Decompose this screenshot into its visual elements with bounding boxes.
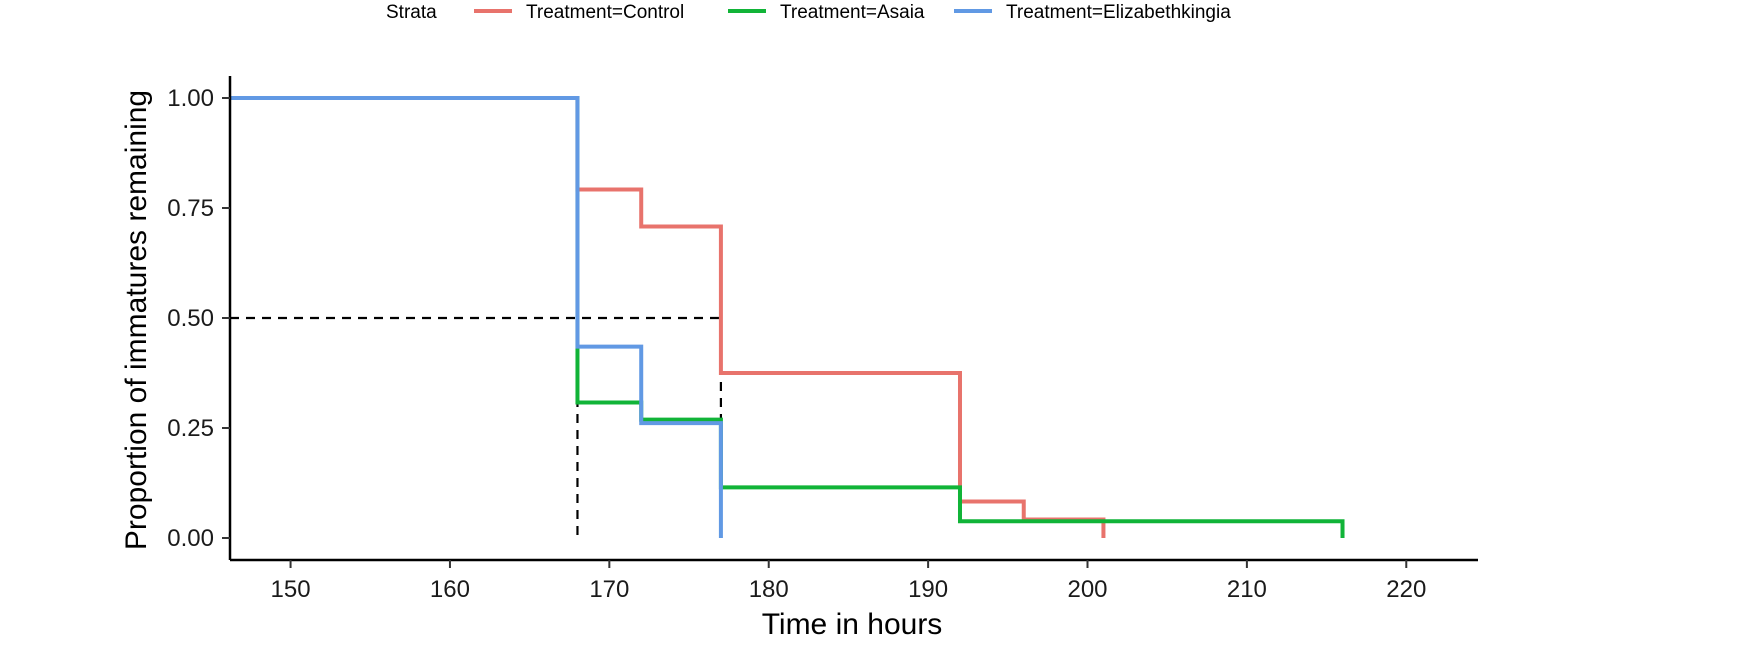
y-tick-label: 0.25 (167, 415, 214, 442)
legend-entry-label: Treatment=Control (526, 2, 684, 23)
legend: Strata Treatment=Control Treatment=Asaia T… (386, 2, 1231, 23)
series-layer (230, 96, 1345, 538)
series-line-treatment-elizabethkingia (230, 96, 723, 538)
y-tick-label: 1.00 (167, 85, 214, 112)
x-tick-label: 160 (430, 576, 470, 603)
x-tick-label: 190 (908, 576, 948, 603)
x-axis-ticks: 150 160 170 180 190 200 210 220 (271, 560, 1426, 603)
x-tick-label: 220 (1386, 576, 1426, 603)
y-tick-label: 0.00 (167, 525, 214, 552)
x-tick-label: 200 (1067, 576, 1107, 603)
y-axis-title: Proportion of immatures remaining (120, 90, 153, 550)
x-tick-label: 180 (749, 576, 789, 603)
x-axis-title: Time in hours (762, 608, 943, 641)
x-tick-label: 170 (589, 576, 629, 603)
y-tick-label: 0.75 (167, 195, 214, 222)
y-axis-ticks: 0.00 0.25 0.50 0.75 1.00 (167, 85, 230, 552)
legend-entry-label: Treatment=Asaia (780, 2, 925, 23)
y-tick-label: 0.50 (167, 305, 214, 332)
x-tick-label: 210 (1227, 576, 1267, 603)
legend-entry-label: Treatment=Elizabethkingia (1006, 2, 1231, 23)
legend-title: Strata (386, 2, 437, 23)
x-tick-label: 150 (271, 576, 311, 603)
